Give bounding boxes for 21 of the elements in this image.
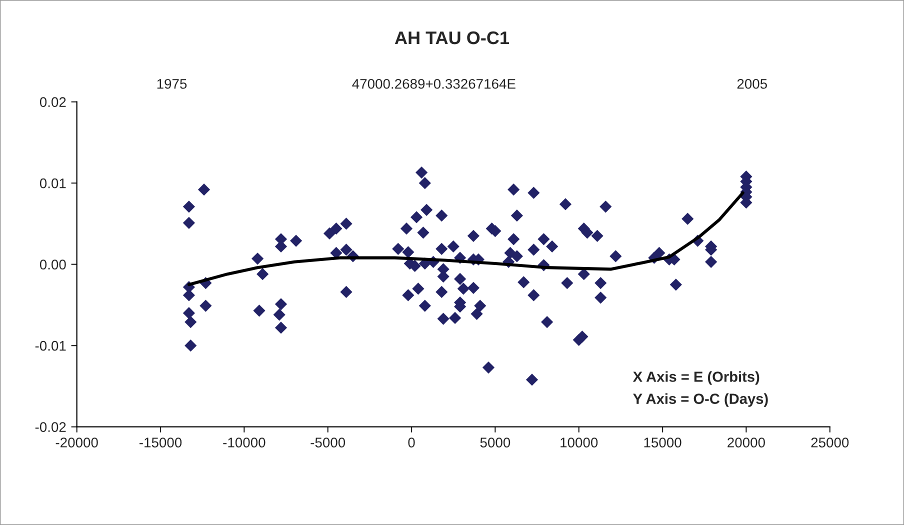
annotation: Y Axis = O-C (Days) [633,393,768,407]
text: 2005 [737,78,767,89]
x-tick-label: -10000 [223,438,266,448]
x-tick-label: 5000 [480,438,510,448]
annotation: X Axis = E (Orbits) [632,371,760,385]
x-tick-label: 0 [408,438,415,448]
x-tick-label: 15000 [644,438,682,448]
x-tick-label: 10000 [560,438,598,448]
chart-title: AH TAU O-C1 [394,31,510,44]
x-tick-label: -5000 [310,438,346,448]
x-tick-label: -15000 [140,438,182,448]
y-tick-label: 0.01 [40,178,66,188]
y-tick-label: 0.00 [40,260,66,270]
y-tick-label: 0.02 [40,97,66,108]
x-tick-label: 20000 [728,438,765,448]
x-tick-label: 25000 [811,438,849,448]
text: 1975 [157,78,187,89]
text: 47000.2689+0.33267164E [352,78,516,89]
y-tick-label: -0.02 [35,422,66,432]
y-tick-label: -0.01 [35,340,66,351]
x-tick-label: -20000 [56,438,98,448]
